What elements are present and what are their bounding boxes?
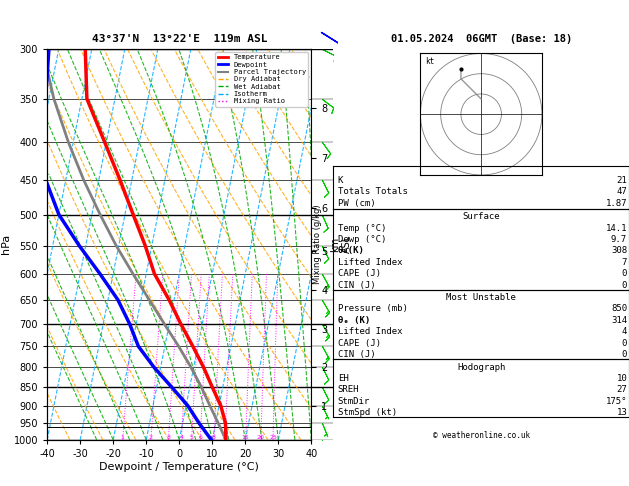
- Text: 314: 314: [611, 316, 627, 325]
- Text: 10: 10: [616, 374, 627, 383]
- Text: Totals Totals: Totals Totals: [338, 187, 408, 196]
- Text: 0: 0: [621, 339, 627, 347]
- Text: Most Unstable: Most Unstable: [446, 293, 516, 302]
- Text: © weatheronline.co.uk: © weatheronline.co.uk: [433, 431, 530, 440]
- Text: SREH: SREH: [338, 385, 359, 394]
- Text: 0: 0: [621, 350, 627, 359]
- Text: 5: 5: [189, 435, 194, 440]
- Text: 6: 6: [198, 435, 202, 440]
- Y-axis label: km
ASL: km ASL: [330, 235, 352, 253]
- Text: StmDir: StmDir: [338, 397, 370, 406]
- Text: 4: 4: [179, 435, 183, 440]
- Text: K: K: [338, 176, 343, 185]
- Text: Dewp (°C): Dewp (°C): [338, 235, 386, 244]
- Text: 1: 1: [121, 435, 125, 440]
- X-axis label: Dewpoint / Temperature (°C): Dewpoint / Temperature (°C): [99, 462, 259, 471]
- Text: CAPE (J): CAPE (J): [338, 339, 381, 347]
- Text: θₑ(K): θₑ(K): [338, 246, 365, 256]
- Text: CAPE (J): CAPE (J): [338, 269, 381, 278]
- Text: Surface: Surface: [462, 212, 500, 221]
- Text: θₑ (K): θₑ (K): [338, 316, 370, 325]
- Text: 25: 25: [269, 435, 277, 440]
- Text: 3: 3: [167, 435, 170, 440]
- Text: 43°37'N  13°22'E  119m ASL: 43°37'N 13°22'E 119m ASL: [91, 34, 267, 44]
- Text: LCL: LCL: [314, 423, 328, 432]
- Text: 21: 21: [616, 176, 627, 185]
- Text: Hodograph: Hodograph: [457, 363, 505, 371]
- Text: 308: 308: [611, 246, 627, 256]
- Text: CIN (J): CIN (J): [338, 350, 376, 359]
- Text: 01.05.2024  06GMT  (Base: 18): 01.05.2024 06GMT (Base: 18): [391, 34, 572, 44]
- Text: 175°: 175°: [606, 397, 627, 406]
- Text: Temp (°C): Temp (°C): [338, 224, 386, 233]
- Y-axis label: hPa: hPa: [1, 234, 11, 254]
- Text: StmSpd (kt): StmSpd (kt): [338, 408, 397, 417]
- Text: CIN (J): CIN (J): [338, 280, 376, 290]
- Text: Lifted Index: Lifted Index: [338, 327, 403, 336]
- Text: 9.7: 9.7: [611, 235, 627, 244]
- Text: 20: 20: [257, 435, 265, 440]
- Text: 15: 15: [242, 435, 250, 440]
- Text: kt: kt: [425, 56, 435, 66]
- Text: 7: 7: [621, 258, 627, 267]
- Text: 4: 4: [621, 327, 627, 336]
- Text: EH: EH: [338, 374, 348, 383]
- Text: 850: 850: [611, 305, 627, 313]
- Text: 1.87: 1.87: [606, 199, 627, 208]
- Text: Mixing Ratio (g/kg): Mixing Ratio (g/kg): [313, 205, 322, 284]
- Text: 27: 27: [616, 385, 627, 394]
- Text: Pressure (mb): Pressure (mb): [338, 305, 408, 313]
- Text: 47: 47: [616, 187, 627, 196]
- Text: 0: 0: [621, 280, 627, 290]
- Text: 8: 8: [212, 435, 216, 440]
- Text: PW (cm): PW (cm): [338, 199, 376, 208]
- Text: 13: 13: [616, 408, 627, 417]
- Text: 2: 2: [149, 435, 153, 440]
- Legend: Temperature, Dewpoint, Parcel Trajectory, Dry Adiabat, Wet Adiabat, Isotherm, Mi: Temperature, Dewpoint, Parcel Trajectory…: [216, 52, 308, 106]
- Text: Lifted Index: Lifted Index: [338, 258, 403, 267]
- Text: 10: 10: [221, 435, 229, 440]
- Text: 14.1: 14.1: [606, 224, 627, 233]
- Text: 0: 0: [621, 269, 627, 278]
